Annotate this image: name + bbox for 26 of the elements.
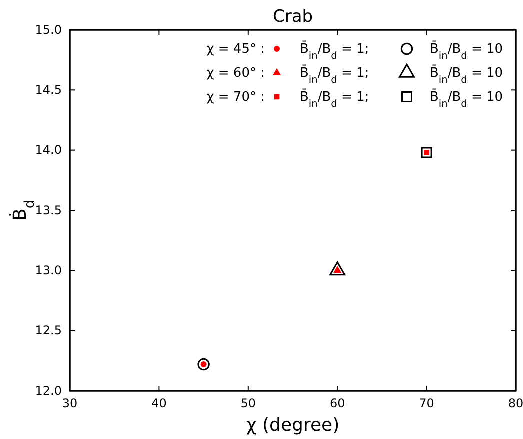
x-tick-label: 30 — [62, 396, 78, 411]
legend-label: B̄$_{in}$/B$_{d}$ = 1; — [300, 88, 370, 110]
x-tick-label: 50 — [240, 396, 256, 411]
annotation: χ = 45° : — [206, 42, 265, 57]
x-tick-label: 40 — [152, 396, 167, 411]
x-tick-label: 60 — [330, 396, 346, 411]
y-tick-label: 12.5 — [35, 324, 62, 338]
y-tick-label: 14.0 — [35, 143, 62, 158]
y-tick-label: 14.5 — [35, 83, 62, 98]
legend-label: B̄$_{in}$/B$_{d}$ = 10 — [430, 40, 504, 62]
y-tick-label: 13.5 — [35, 203, 62, 218]
y-tick-label: 12.0 — [35, 384, 62, 398]
x-tick-label: 80 — [508, 396, 523, 411]
y-tick-label: 15.0 — [35, 22, 62, 37]
legend-label: B̄$_{in}$/B$_{d}$ = 10 — [430, 64, 504, 86]
annotation: χ = 70° : — [206, 90, 265, 105]
annotation: χ = 60° : — [206, 66, 265, 81]
x-tick-label: 70 — [419, 396, 434, 411]
legend-label: B̄$_{in}$/B$_{d}$ = 1; — [300, 64, 370, 86]
legend-label: B̄$_{in}$/B$_{d}$ = 1; — [300, 40, 370, 62]
chart-title: Crab — [272, 7, 314, 27]
y-tick-label: 13.0 — [35, 264, 62, 278]
legend-label: B̄$_{in}$/B$_{d}$ = 10 — [430, 88, 504, 110]
point — [421, 147, 432, 158]
x-axis-title: χ (degree) — [246, 415, 340, 436]
point — [198, 358, 210, 371]
